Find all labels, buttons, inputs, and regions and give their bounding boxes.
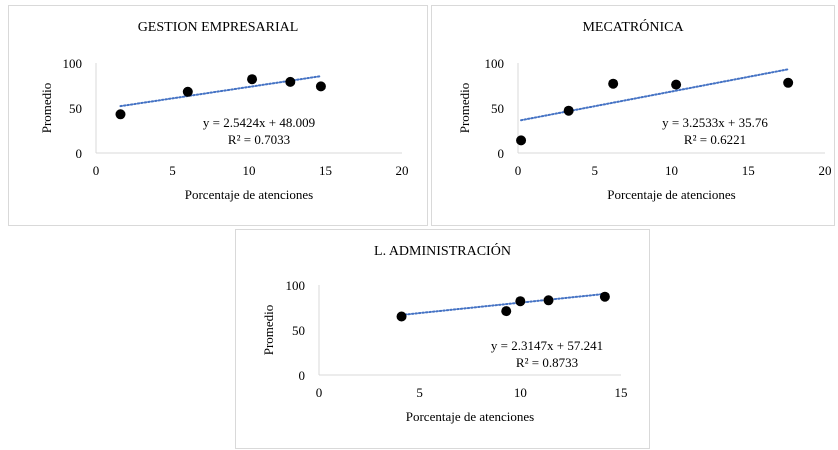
x-tick-label: 10 — [665, 163, 678, 178]
r-squared-label: R² = 0.6221 — [684, 132, 746, 147]
y-axis-title: Promedio — [39, 83, 54, 134]
data-point — [182, 86, 193, 97]
chart-title: MECATRÓNICA — [582, 20, 684, 35]
data-point — [247, 74, 258, 85]
trendline — [400, 292, 606, 316]
x-tick-label: 10 — [514, 385, 527, 400]
y-tick-label: 100 — [286, 278, 306, 293]
y-tick-label: 0 — [299, 368, 306, 383]
x-tick-label: 5 — [592, 163, 599, 178]
chart-svg: 0 50 100 0 5 10 15 Promedio Porcentaje de atenci… — [261, 278, 628, 424]
data-point — [515, 296, 526, 307]
x-tick-label: 15 — [319, 163, 332, 178]
x-tick-label: 20 — [396, 163, 409, 178]
r-squared-label: R² = 0.8733 — [516, 355, 578, 370]
x-tick-label: 0 — [316, 385, 323, 400]
x-tick-label: 20 — [819, 163, 832, 178]
data-point — [671, 79, 682, 90]
x-axis-title: Porcentaje de atenciones — [185, 187, 314, 202]
r-squared-label: R² = 0.7033 — [228, 132, 290, 147]
y-tick-label: 100 — [63, 56, 83, 71]
data-point — [516, 135, 527, 146]
x-tick-label: 5 — [169, 163, 176, 178]
x-tick-label: 15 — [615, 385, 628, 400]
chart-title: L. ADMINISTRACIÓN — [374, 244, 511, 259]
data-point — [115, 109, 126, 120]
data-point — [599, 291, 610, 302]
data-point — [543, 295, 554, 306]
trendline-equation: y = 3.2533x + 35.76 — [662, 115, 768, 130]
x-axis-title: Porcentaje de atenciones — [607, 187, 736, 202]
y-axis-title: Promedio — [457, 83, 472, 134]
trendline-equation: y = 2.3147x + 57.241 — [491, 338, 603, 353]
trendline-equation: y = 2.5424x + 48.009 — [203, 115, 315, 130]
y-tick-label: 50 — [292, 323, 305, 338]
x-tick-label: 5 — [416, 385, 423, 400]
chart-svg: 0 50 100 0 5 10 15 20 Promedio Porcentaje de aten… — [457, 56, 832, 202]
y-axis-title: Promedio — [261, 305, 276, 356]
chart-title: GESTION EMPRESARIAL — [137, 20, 299, 35]
x-tick-label: 0 — [93, 163, 100, 178]
data-point — [501, 306, 512, 317]
x-axis-title: Porcentaje de atenciones — [406, 409, 535, 424]
chart-svg: 0 50 100 0 5 10 15 20 Promedio Porcentaje de aten… — [39, 56, 409, 202]
y-tick-label: 0 — [76, 146, 83, 161]
data-point — [608, 78, 619, 89]
x-tick-label: 10 — [243, 163, 256, 178]
y-tick-label: 50 — [69, 101, 82, 116]
y-tick-label: 0 — [498, 146, 505, 161]
chart-panel-gestion-empresarial: GESTION EMPRESARIAL 0 50 100 0 5 10 15 20 Promed… — [8, 5, 428, 226]
x-tick-label: 0 — [515, 163, 522, 178]
chart-panel-l-administracion: L. ADMINISTRACIÓN 0 50 100 0 5 10 15 Promedio Po… — [235, 229, 650, 449]
y-tick-label: 50 — [491, 101, 504, 116]
x-tick-label: 15 — [742, 163, 755, 178]
data-point — [315, 81, 326, 92]
data-point — [563, 105, 574, 116]
chart-panel-mecatronica: MECATRÓNICA 0 50 100 0 5 10 15 20 Promedio Porcen… — [431, 5, 835, 226]
data-point — [783, 77, 794, 88]
trendline — [520, 68, 790, 122]
data-point — [396, 311, 407, 322]
data-point — [285, 76, 296, 87]
y-tick-label: 100 — [485, 56, 505, 71]
